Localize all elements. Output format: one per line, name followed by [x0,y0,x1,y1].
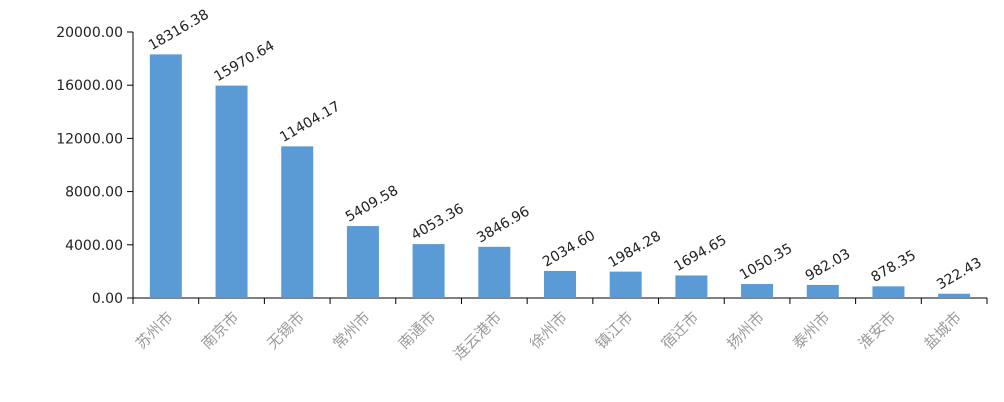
bar [675,275,708,298]
x-tick-label: 连云港市 [450,308,505,363]
bar [872,286,905,298]
x-tick-label: 南通市 [395,308,440,353]
bar [215,85,248,298]
x-tick-label: 扬州市 [723,308,768,353]
bar [806,284,839,298]
y-tick-label: 12000.00 [56,131,123,147]
data-label: 1050.35 [737,241,795,284]
x-tick-label: 无锡市 [264,308,309,353]
x-tick-label: 苏州市 [132,308,177,353]
data-label: 4053.36 [409,201,467,244]
x-tick-label: 宿迁市 [658,308,703,353]
x-tick-label: 镇江市 [592,308,637,353]
x-tick-label: 淮安市 [855,308,900,353]
data-label: 3846.96 [474,203,532,246]
x-tick-label: 南京市 [198,308,243,353]
y-tick-label: 20000.00 [56,25,123,41]
bar [281,146,314,298]
bar [544,270,576,298]
data-label: 2034.60 [540,228,598,271]
x-tick-label: 泰州市 [789,308,834,353]
data-label: 5409.58 [343,183,401,226]
x-tick-label: 盐城市 [920,308,965,353]
bar [478,246,511,298]
data-label: 15970.64 [212,38,278,85]
y-tick-label: 8000.00 [65,185,123,201]
y-tick-label: 4000.00 [65,238,123,254]
y-tick-label: 0.00 [92,291,123,307]
bar [412,244,445,298]
data-label: 18316.38 [146,7,212,54]
data-label: 982.03 [803,246,853,284]
bar [741,284,774,298]
bar [346,226,379,298]
x-tick-label: 徐州市 [526,308,571,353]
bar [938,293,971,298]
data-label: 322.43 [934,255,984,293]
data-label: 11404.17 [277,99,343,146]
data-label: 878.35 [868,247,918,285]
bar [149,54,182,298]
y-tick-label: 16000.00 [56,78,123,94]
data-label: 1694.65 [671,232,729,275]
x-tick-label: 常州市 [329,308,374,353]
bar [609,271,642,298]
data-label: 1984.28 [606,228,664,271]
